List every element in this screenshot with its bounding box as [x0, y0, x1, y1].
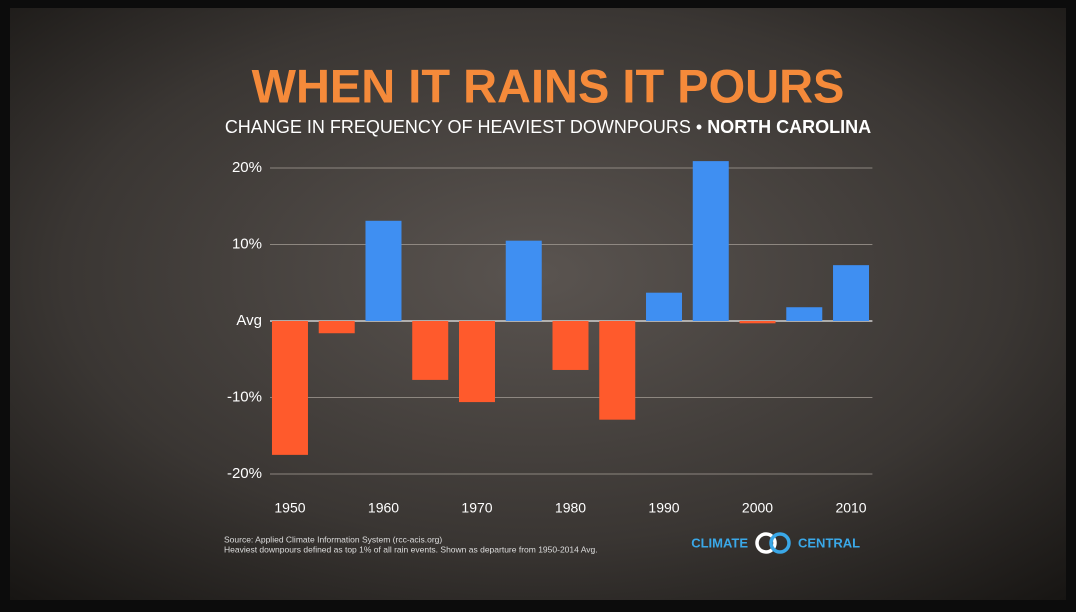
logo-right: CENTRAL	[798, 535, 860, 550]
chart-title: WHEN IT RAINS IT POURS	[252, 59, 845, 112]
bar	[553, 321, 589, 370]
x-tick-label: 2010	[835, 500, 866, 516]
x-tick-label: 1970	[461, 500, 492, 516]
subtitle: CHANGE IN FREQUENCY OF HEAVIEST DOWNPOUR…	[225, 117, 707, 137]
x-tick-label: 1960	[368, 500, 399, 516]
source: Source: Applied Climate Information Syst…	[224, 534, 442, 544]
x-tick-label: 1980	[555, 500, 586, 516]
bar	[693, 161, 729, 321]
chart: WHEN IT RAINS IT POURS CHANGE IN FREQUEN…	[0, 0, 1076, 612]
bar	[786, 307, 822, 321]
x-tick-label: 1990	[648, 500, 679, 516]
x-tick-label: 1950	[274, 500, 305, 516]
y-tick-label: 20%	[232, 159, 262, 176]
note: Heaviest downpours defined as top 1% of …	[224, 544, 598, 554]
bar	[599, 321, 635, 420]
bar	[365, 221, 401, 321]
bar	[646, 293, 682, 321]
bar	[272, 321, 308, 455]
logo-left: CLIMATE	[691, 535, 748, 550]
y-tick-label: Avg	[236, 312, 262, 329]
bar	[319, 321, 355, 333]
x-tick-label: 2000	[742, 500, 773, 516]
bar	[506, 241, 542, 321]
y-tick-label: -10%	[227, 388, 262, 405]
bar	[740, 321, 776, 323]
bar	[833, 265, 869, 321]
bar	[459, 321, 495, 402]
logo: CLIMATE CENTRAL	[691, 534, 860, 552]
y-tick-label: -20%	[227, 465, 262, 482]
region: NORTH CAROLINA	[707, 117, 871, 137]
bar	[412, 321, 448, 380]
chart-subtitle: CHANGE IN FREQUENCY OF HEAVIEST DOWNPOUR…	[225, 117, 871, 137]
y-tick-label: 10%	[232, 235, 262, 252]
